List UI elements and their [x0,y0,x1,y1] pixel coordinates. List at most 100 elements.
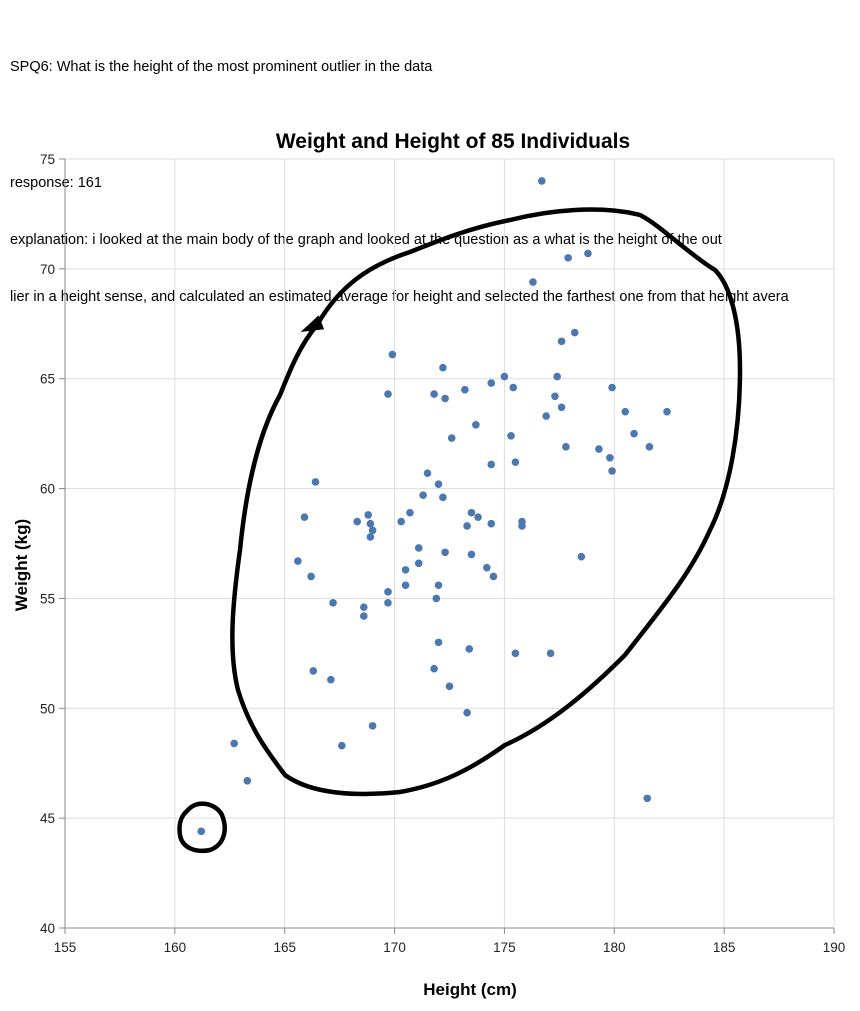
data-point [465,645,474,653]
x-tick-label: 165 [273,940,296,955]
data-point [432,594,441,603]
data-point [423,469,432,477]
x-tick-label: 155 [54,940,77,955]
hand-drawn-cluster-circle [230,207,743,797]
response-text: response: 161 [10,175,102,191]
chart-title: Weight and Height of 85 Individuals [276,130,630,153]
y-tick-label: 50 [40,701,55,716]
data-point [327,675,335,684]
data-point [562,443,570,451]
data-point [441,548,449,557]
data-point [487,460,496,469]
y-tick-label: 55 [40,591,55,606]
data-point [546,649,555,658]
data-point [311,478,320,486]
data-point [621,407,630,416]
data-point [518,522,526,530]
data-point [606,454,614,462]
chart-points [197,177,671,836]
data-point [430,390,438,398]
data-point [511,649,520,658]
hand-drawn-outlier-circle [177,801,227,853]
data-point [388,350,397,359]
data-point [557,403,566,412]
data-point [360,612,368,620]
data-point [397,517,405,526]
annotation-text: SPQ6: What is the height of the most pro… [10,20,860,326]
data-point [570,328,579,337]
x-axis-label: Height (cm) [423,980,517,999]
data-point [483,563,491,572]
data-point [551,392,559,401]
y-tick-label: 60 [40,482,55,497]
data-point [643,794,652,803]
data-point [434,480,443,488]
data-point [384,588,392,596]
x-tick-label: 180 [603,940,626,955]
data-point [608,467,616,475]
data-point [197,827,206,836]
chart-tick-labels: 155 160 165 170 175 180 185 190 40 45 50 55 60 65 70 75 [40,152,845,955]
data-point [511,458,520,467]
question-text: SPQ6: What is the height of the most pro… [10,59,433,75]
data-point [366,533,375,541]
y-axis-label: Weight (kg) [12,519,31,611]
data-point [467,508,476,517]
data-point [463,522,471,530]
x-tick-label: 190 [823,940,846,955]
data-point [368,722,377,730]
x-tick-label: 160 [164,940,187,955]
data-point [595,445,603,453]
data-point [645,443,654,451]
x-tick-label: 185 [713,940,736,955]
data-point [439,363,447,372]
data-point [474,513,482,521]
data-point [294,557,302,565]
explanation-line-1: explanation: i looked at the main body o… [10,232,722,248]
data-point [384,599,392,607]
data-point [445,682,454,691]
data-point [419,491,427,499]
data-point [630,429,638,438]
data-point [329,599,337,607]
y-tick-label: 40 [40,921,55,936]
data-point [537,177,546,185]
data-point [406,508,414,517]
data-point [309,667,318,675]
data-point [368,526,377,535]
data-point [414,559,423,568]
data-point [366,519,375,528]
hand-drawn-pen-mark [300,315,325,333]
data-point [663,407,671,416]
chart-grid [64,158,835,929]
y-tick-label: 45 [40,811,55,826]
data-point [608,383,616,392]
data-point [384,390,392,398]
data-point [230,739,238,748]
y-tick-label: 75 [40,152,55,167]
data-point [243,776,252,785]
data-point [500,372,509,381]
data-point [441,394,449,403]
data-point [487,379,496,387]
data-point [542,412,550,420]
data-point [463,708,471,717]
data-point [338,741,346,750]
y-tick-label: 70 [40,262,55,277]
data-point [553,372,561,381]
data-point [472,421,480,429]
data-point [430,664,438,673]
x-tick-label: 175 [493,940,516,955]
data-point [447,434,456,442]
data-point [307,572,315,581]
data-point [434,581,443,590]
data-point [360,603,368,612]
data-point [364,511,373,519]
data-point [509,383,518,392]
data-point [507,432,515,440]
data-point [557,337,566,346]
data-point [300,513,309,521]
data-point [577,552,586,561]
data-point [434,638,443,647]
